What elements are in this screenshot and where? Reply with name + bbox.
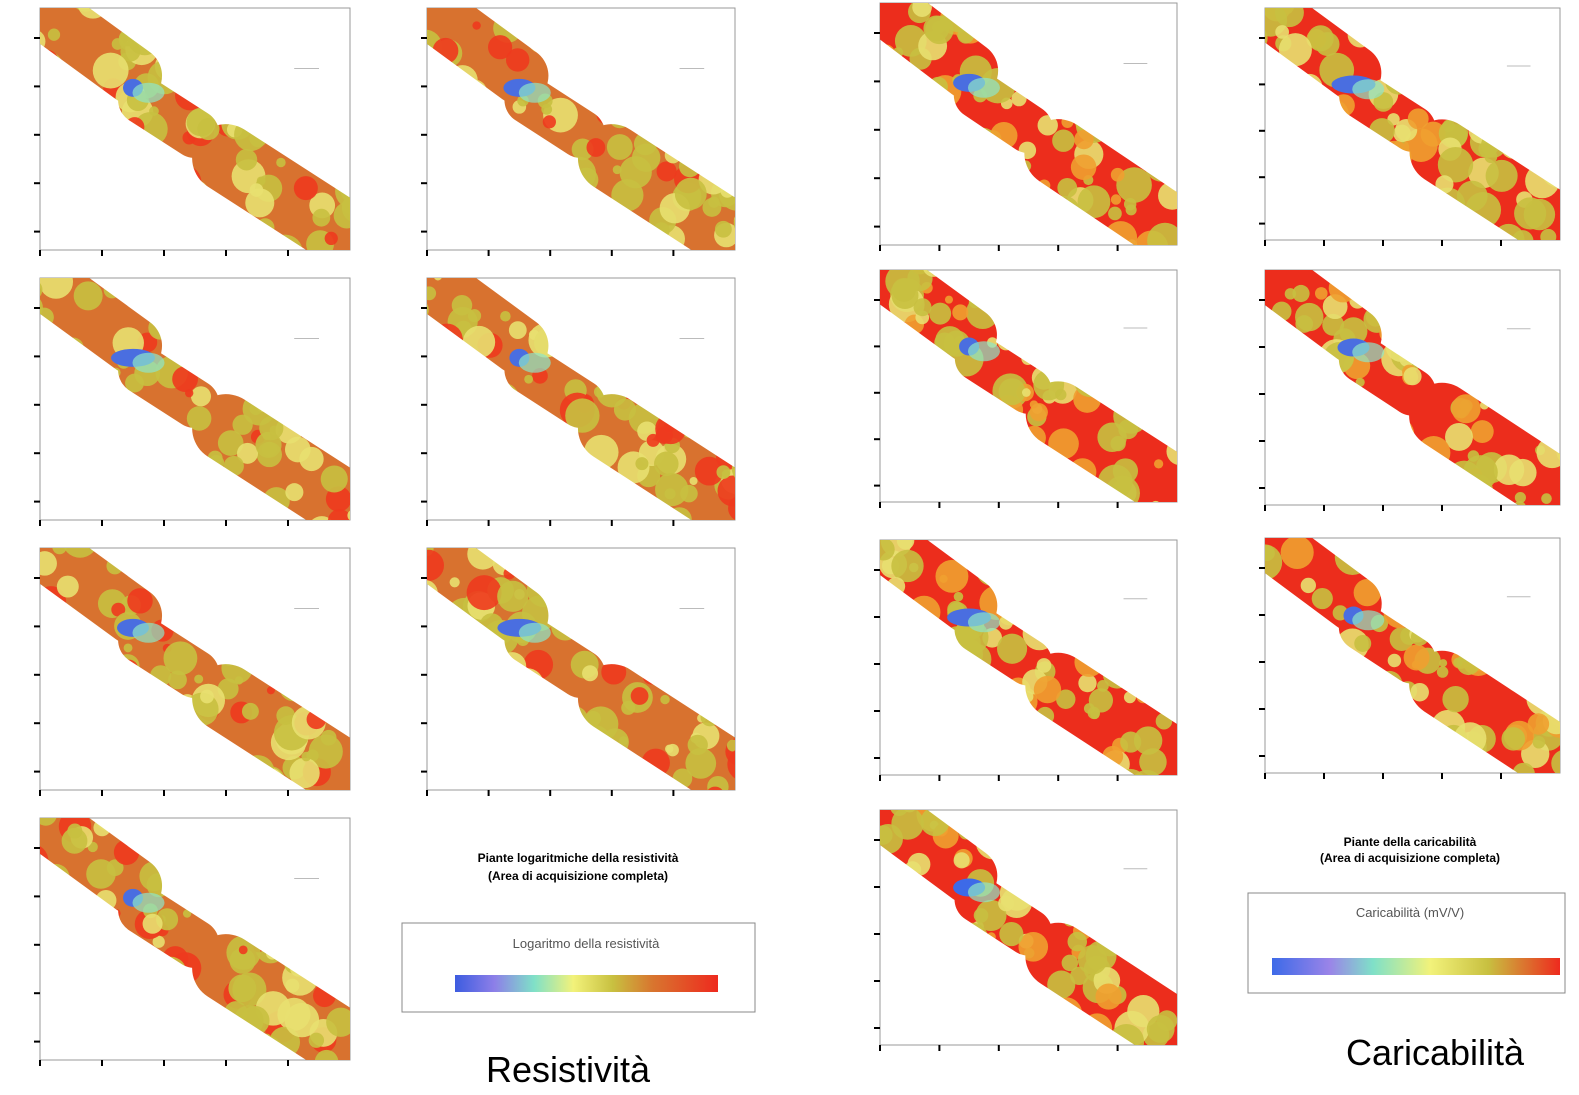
survey-area xyxy=(880,270,1177,502)
map-panel xyxy=(421,277,736,526)
survey-area xyxy=(427,278,735,520)
survey-area xyxy=(427,8,735,250)
survey-area xyxy=(1265,270,1560,505)
map-panel xyxy=(421,7,736,256)
survey-area xyxy=(40,818,350,1060)
map-panel xyxy=(1259,7,1561,246)
map-panel xyxy=(34,7,351,256)
map-panel xyxy=(34,277,351,526)
map-panel xyxy=(874,2,1178,251)
survey-area xyxy=(880,540,1177,775)
survey-area xyxy=(40,548,350,790)
map-panel xyxy=(34,547,351,796)
subtitle: (Area di acquisizione completa) xyxy=(1320,851,1500,865)
title: Piante della caricabilità xyxy=(1344,835,1477,849)
survey-area xyxy=(427,548,735,790)
survey-area xyxy=(1265,538,1560,773)
map-panel xyxy=(34,817,351,1066)
map-panel xyxy=(421,547,736,796)
title: Piante logaritmiche della resistività xyxy=(478,851,679,865)
map-panel xyxy=(1259,537,1561,779)
survey-area xyxy=(40,278,350,520)
map-panel xyxy=(1259,269,1561,511)
subtitle: (Area di acquisizione completa) xyxy=(488,869,668,883)
survey-area xyxy=(880,3,1177,245)
legend-title: Caricabilità (mV/V) xyxy=(1356,905,1464,920)
color-scale xyxy=(1272,958,1560,975)
legend-box xyxy=(401,922,756,1013)
caption: Resistività xyxy=(486,1049,651,1090)
survey-area xyxy=(40,8,350,250)
survey-area xyxy=(880,810,1177,1045)
legend-box xyxy=(1247,892,1566,994)
map-panel xyxy=(874,809,1178,1051)
legend-title: Logaritmo della resistività xyxy=(513,936,660,951)
map-panel xyxy=(874,269,1178,508)
caption: Caricabilità xyxy=(1346,1032,1525,1073)
survey-area xyxy=(1265,8,1560,240)
color-scale xyxy=(455,975,718,992)
map-panel xyxy=(874,539,1178,781)
